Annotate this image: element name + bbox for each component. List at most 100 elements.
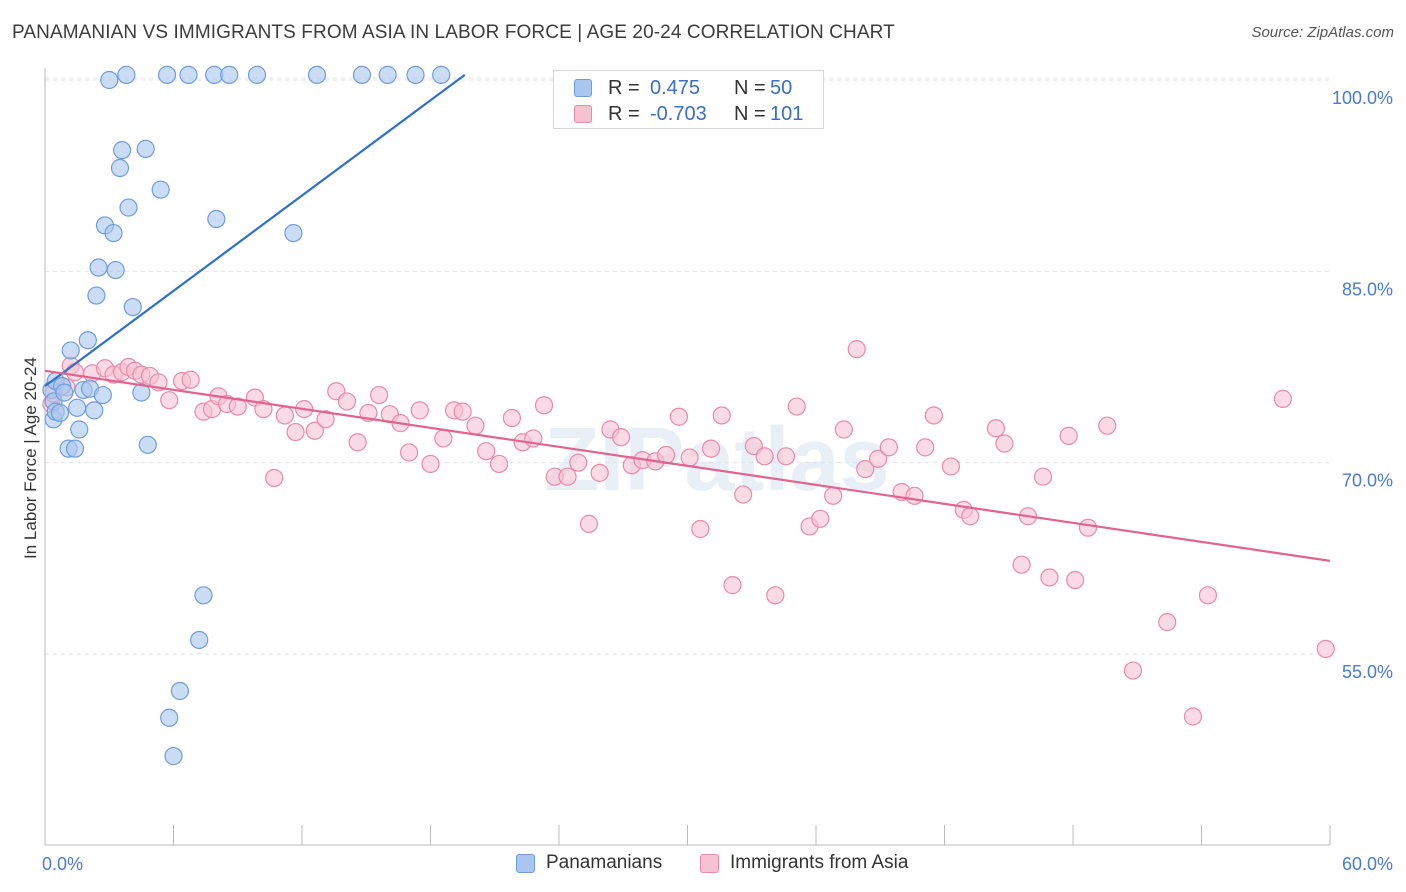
y-axis-label: In Labor Force | Age 20-24 <box>21 357 40 559</box>
immigrant-point <box>160 391 179 410</box>
immigrant-point <box>410 401 429 420</box>
immigrant-point <box>734 485 753 504</box>
r-label: R = <box>608 103 640 125</box>
immigrant-point <box>961 507 980 526</box>
x-tick-label: 0.0% <box>42 854 83 874</box>
y-tick-labels: 100.0% 85.0% 70.0% 55.0% <box>1332 88 1393 682</box>
panamanian-point <box>119 198 138 217</box>
panamanian-point <box>160 708 179 727</box>
immigrant-point <box>421 454 440 474</box>
legend-label: Panamanians <box>546 852 663 873</box>
immigrant-point <box>305 421 324 440</box>
panamanian-point <box>164 746 183 766</box>
immigrant-point <box>590 463 609 482</box>
panamanian-point <box>55 383 74 402</box>
panamanian-point <box>68 398 87 417</box>
trend-lines <box>44 74 1331 562</box>
immigrant-point <box>811 509 830 528</box>
source-credit: Source: ZipAtlas.com <box>1251 24 1394 41</box>
immigrant-point <box>65 363 85 382</box>
immigrants-trend-line <box>44 369 1331 562</box>
panamanian-point <box>89 258 108 277</box>
legend-label: Immigrants from Asia <box>730 852 909 873</box>
immigrant-point <box>755 447 774 466</box>
panamanian-point <box>170 681 190 701</box>
immigrant-point <box>1198 586 1218 605</box>
immigrant-point <box>723 576 742 595</box>
panamanian-point <box>220 65 239 84</box>
panamanian-point <box>157 65 177 84</box>
panamanian-point <box>110 158 130 178</box>
immigrant-point <box>986 419 1006 438</box>
n-value: 50 <box>770 77 793 99</box>
immigrant-point <box>995 434 1014 453</box>
immigrant-point <box>1098 416 1117 435</box>
immigrant-point <box>477 442 496 461</box>
immigrant-point <box>228 397 247 416</box>
panamanian-point <box>179 65 198 84</box>
panamanian-point <box>207 209 226 229</box>
panamanian-point <box>87 286 106 305</box>
immigrant-point <box>1066 570 1085 590</box>
panamanian-point <box>194 586 213 605</box>
immigrant-point <box>534 396 554 415</box>
immigrant-point <box>869 449 888 468</box>
immigrant-point <box>316 410 335 429</box>
correlation-legend: R = 0.475 N = 50 R = -0.703 N = 101 <box>553 70 824 129</box>
immigrant-point <box>691 519 710 539</box>
y-tick-label: 70.0% <box>1342 471 1393 491</box>
immigrant-point <box>558 467 577 486</box>
immigrant-point <box>502 408 521 428</box>
x-tick-label: 60.0% <box>1342 854 1393 874</box>
n-label: N = <box>734 77 766 99</box>
immigrant-point <box>669 407 689 426</box>
panamanian-point <box>151 180 170 199</box>
y-tick-label: 85.0% <box>1342 279 1393 299</box>
immigrant-point <box>1012 555 1031 574</box>
immigrant-point <box>1183 707 1203 726</box>
y-tick-label: 100.0% <box>1332 88 1393 108</box>
r-value: -0.703 <box>650 103 707 125</box>
panamanians-points <box>42 65 451 766</box>
immigrant-point <box>265 468 284 488</box>
immigrant-point <box>399 443 419 462</box>
panamanians-trend-line <box>44 74 466 388</box>
immigrant-point <box>1040 568 1059 587</box>
panamanian-point <box>106 260 125 280</box>
immigrant-point <box>1059 426 1078 445</box>
panamanian-point <box>65 439 85 458</box>
x-tick-labels: 0.0% 60.0% <box>42 854 1393 874</box>
y-tick-label: 55.0% <box>1342 662 1393 682</box>
immigrant-point <box>612 428 631 447</box>
immigrant-point <box>1158 613 1177 632</box>
immigrant-point <box>924 406 943 425</box>
immigrant-point <box>569 453 588 472</box>
immigrant-point <box>905 486 924 505</box>
panamanian-point <box>70 420 89 439</box>
panamanian-point <box>138 435 157 454</box>
immigrant-point <box>466 416 485 435</box>
panamanian-point <box>117 65 136 84</box>
immigrant-point <box>348 433 367 452</box>
panamanian-point <box>352 65 372 84</box>
r-label: R = <box>608 77 640 99</box>
axes <box>44 68 1331 846</box>
immigrant-point <box>834 420 853 439</box>
immigrant-point <box>434 429 453 448</box>
r-value: 0.475 <box>650 77 701 99</box>
n-value: 101 <box>770 103 804 125</box>
panamanian-point <box>247 65 267 84</box>
immigrant-point <box>701 439 721 458</box>
immigrant-point <box>453 402 472 421</box>
immigrants-from-asia-points <box>42 340 1335 726</box>
panamanian-point <box>307 65 327 84</box>
immigrant-point <box>941 457 961 476</box>
immigrant-point <box>916 438 935 457</box>
immigrant-point <box>680 448 699 467</box>
immigrant-point <box>856 459 875 479</box>
blue-swatch <box>574 79 592 97</box>
panamanian-point <box>104 223 123 243</box>
immigrant-point <box>579 514 599 533</box>
series-legend: Panamanians Immigrants from Asia <box>0 851 1406 877</box>
